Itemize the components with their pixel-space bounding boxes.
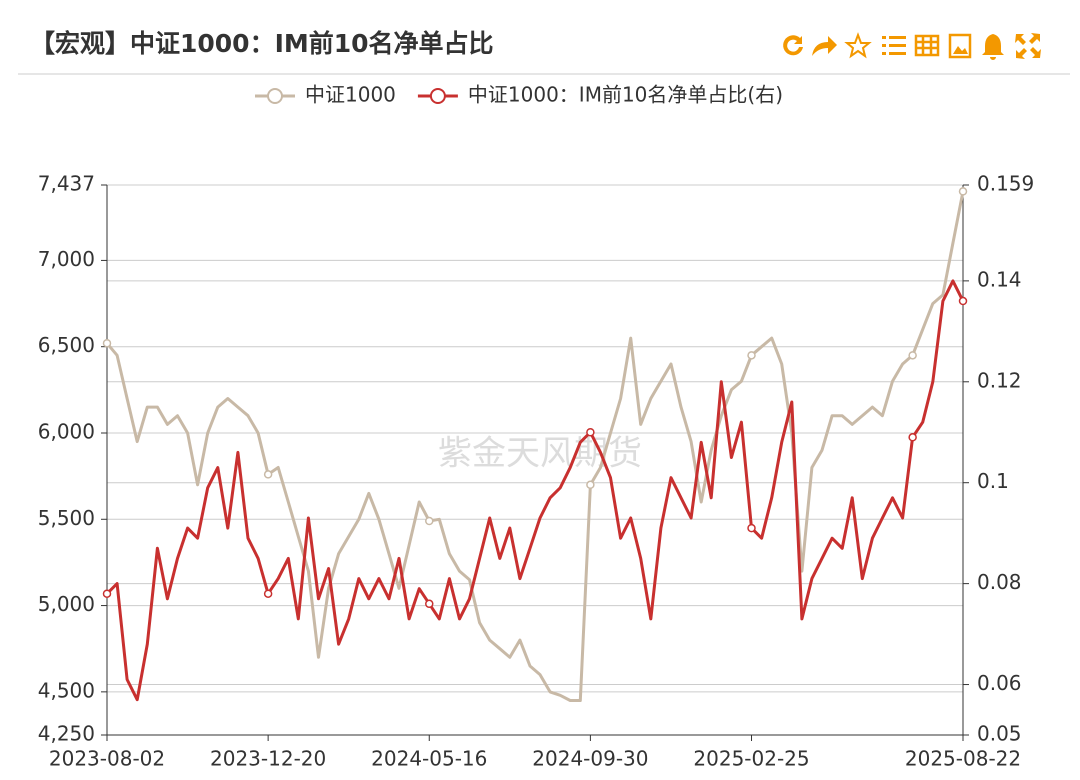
y2-tick-label: 0.06 [977, 671, 1022, 695]
bell-icon[interactable] [982, 34, 1004, 60]
y2-tick-label: 0.08 [977, 570, 1022, 594]
y-tick-label: 6,000 [38, 419, 95, 443]
refresh-icon[interactable] [783, 35, 803, 56]
y-tick-label: 5,000 [38, 592, 95, 616]
point-marker [263, 589, 273, 598]
legend-label: 中证1000：IM前10名净单占比(右) [468, 83, 783, 107]
y2-tick-label: 0.1 [977, 469, 1009, 493]
star-icon[interactable] [844, 32, 872, 59]
x-tick-label: 2025-02-25 [693, 747, 809, 771]
point-marker [747, 523, 756, 533]
point-marker [586, 427, 595, 437]
point-marker [425, 516, 434, 526]
y-tick-label: 4,250 [38, 722, 95, 746]
point-marker [425, 599, 434, 609]
fullscreen-icon[interactable] [1015, 33, 1041, 59]
series-line [105, 191, 965, 702]
watermark: 紫金天风期货 [438, 434, 642, 474]
legend-label: 中证1000 [305, 83, 396, 107]
y2-tick-label: 0.05 [977, 722, 1022, 746]
y2-tick-label: 0.159 [977, 172, 1034, 196]
x-tick-label: 2023-12-20 [210, 747, 326, 771]
point-marker [958, 187, 968, 196]
point-marker [102, 339, 112, 348]
point-marker [908, 433, 917, 442]
list-icon[interactable] [882, 36, 906, 55]
y-tick-label: 4,500 [38, 678, 95, 702]
table-icon[interactable] [914, 34, 940, 57]
y-tick-label: 7,437 [38, 172, 95, 196]
point-marker [908, 351, 917, 360]
image-icon[interactable] [948, 33, 972, 59]
x-tick-label: 2025-08-22 [905, 747, 1021, 771]
point-marker [747, 351, 756, 360]
toolbar [783, 32, 1041, 60]
x-tick-label: 2024-09-30 [532, 747, 648, 771]
point-marker [102, 589, 112, 598]
y2-tick-label: 0.14 [977, 267, 1022, 291]
legend-marker [429, 88, 446, 104]
point-marker [586, 480, 595, 490]
x-tick-label: 2023-08-02 [49, 747, 165, 771]
point-marker [958, 296, 968, 306]
y2-tick-label: 0.12 [977, 368, 1022, 392]
legend-marker [267, 88, 283, 104]
point-marker [263, 470, 273, 479]
y-tick-label: 5,500 [38, 506, 95, 530]
y-tick-label: 6,500 [38, 333, 95, 357]
y-tick-label: 7,000 [38, 247, 95, 271]
x-tick-label: 2024-05-16 [371, 747, 487, 771]
series-line [105, 279, 965, 702]
share-icon[interactable] [812, 36, 837, 56]
chart-title: 【宏观】中证1000：IM前10名净单占比 [30, 29, 494, 58]
